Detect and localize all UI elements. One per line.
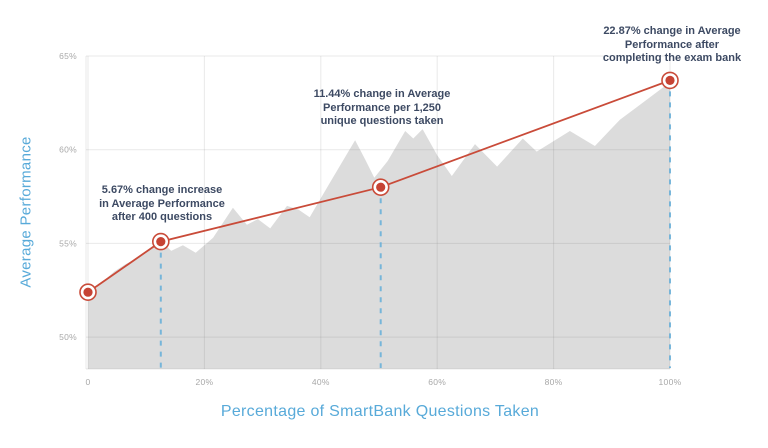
annotation-exam-bank-complete: 22.87% change in Average Performance aft… bbox=[602, 25, 742, 64]
performance-area-fill bbox=[88, 82, 670, 369]
y-tick-label: 55% bbox=[59, 238, 77, 248]
x-tick-label: 0 bbox=[85, 377, 90, 387]
annotation-1250-unique-questions: 11.44% change in Average Performance per… bbox=[313, 88, 451, 127]
milestone-marker-dot bbox=[156, 237, 166, 247]
milestone-marker-dot bbox=[376, 182, 386, 192]
milestone-marker-dot bbox=[665, 75, 675, 85]
milestone-marker-dot bbox=[83, 287, 93, 297]
y-tick-label: 60% bbox=[59, 145, 77, 155]
annotation-400-questions: 5.67% change increase in Average Perform… bbox=[99, 184, 225, 223]
x-tick-label: 80% bbox=[545, 377, 563, 387]
x-tick-label: 20% bbox=[195, 377, 213, 387]
y-axis-title: Average Performance bbox=[17, 136, 35, 288]
x-tick-label: 60% bbox=[428, 377, 446, 387]
milestone-trend-line bbox=[87, 79, 671, 293]
x-tick-label: 40% bbox=[312, 377, 330, 387]
y-tick-label: 50% bbox=[59, 332, 77, 342]
x-tick-label: 100% bbox=[659, 377, 682, 387]
x-axis-title: Percentage of SmartBank Questions Taken bbox=[220, 403, 540, 420]
y-tick-label: 65% bbox=[59, 51, 77, 61]
